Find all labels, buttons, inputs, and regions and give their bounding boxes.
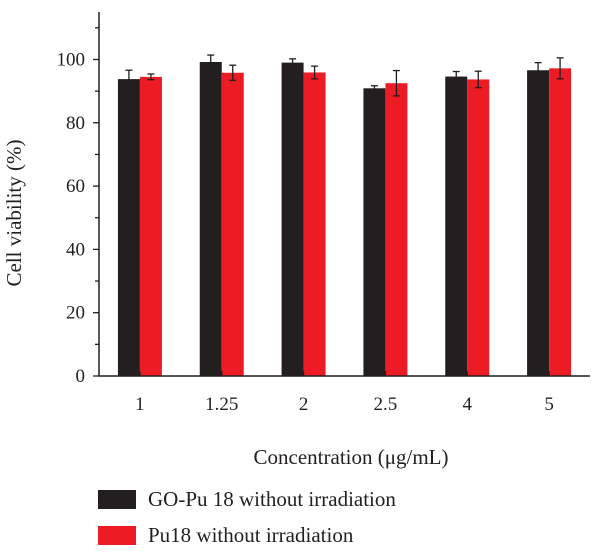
bar-series-2-5: [549, 68, 572, 376]
bar-series-2-4: [467, 79, 490, 376]
y-tick-label-40: 40: [66, 239, 85, 260]
legend-swatch-series-1: [98, 490, 136, 509]
error-bars-layer: [125, 54, 564, 97]
y-tick-label-80: 80: [66, 113, 85, 134]
legend-label-series-2: Pu18 without irradiation: [148, 523, 354, 547]
x-tick-label-4: 4: [463, 394, 473, 415]
y-tick-label-20: 20: [66, 303, 85, 324]
x-tick-label-5: 5: [544, 394, 554, 415]
y-tick-label-60: 60: [66, 176, 85, 197]
y-tick-label-0: 0: [76, 366, 86, 387]
bar-series-1-2.5: [363, 88, 386, 376]
bar-series-2-2.5: [385, 83, 408, 376]
y-tick-label-100: 100: [57, 49, 86, 70]
axes-layer: [93, 12, 590, 377]
x-tick-label-1.25: 1.25: [205, 394, 238, 415]
legend-label-series-1: GO-Pu 18 without irradiation: [148, 487, 396, 511]
x-tick-label-2.5: 2.5: [374, 394, 398, 415]
bar-series-2-1.25: [221, 72, 244, 377]
x-tick-label-1: 1: [135, 394, 145, 415]
bar-series-1-2: [281, 62, 304, 376]
bar-series-1-1: [117, 79, 140, 377]
y-tick-labels: 0 20 40 60 80 100: [57, 49, 86, 387]
legend: GO-Pu 18 without irradiation Pu18 withou…: [98, 487, 396, 547]
legend-swatch-series-2: [98, 526, 136, 545]
x-tick-label-2: 2: [299, 394, 309, 415]
bar-series-1-1.25: [199, 62, 222, 376]
bar-series-2-1: [139, 76, 162, 376]
x-axis-title: Concentration (μg/mL): [254, 445, 449, 469]
bars-layer: [117, 62, 572, 377]
bar-series-1-4: [445, 76, 468, 376]
x-tick-labels: 1 1.25 2 2.5 4 5: [135, 394, 554, 415]
bar-series-2-2: [303, 72, 326, 376]
bar-series-1-5: [527, 70, 550, 377]
y-axis-title: Cell viability (%): [2, 140, 26, 287]
